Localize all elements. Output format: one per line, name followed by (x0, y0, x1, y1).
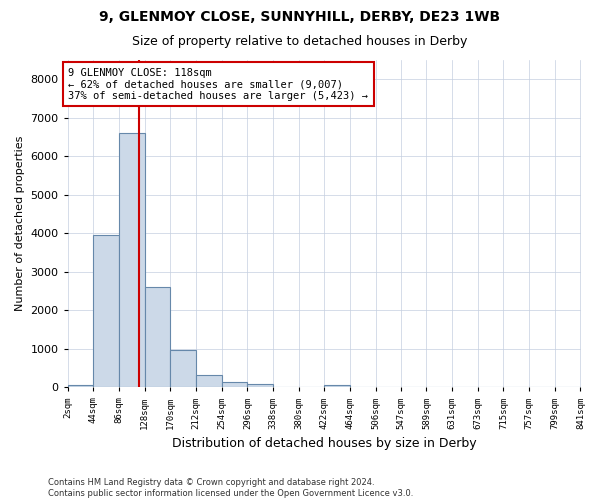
Bar (94, 235, 119, 388)
Bar (222, 382, 247, 388)
Bar (119, 133, 145, 388)
Text: 9 GLENMOY CLOSE: 118sqm
← 62% of detached houses are smaller (9,007)
37% of semi: 9 GLENMOY CLOSE: 118sqm ← 62% of detache… (68, 68, 368, 101)
Bar (145, 287, 170, 388)
Bar (196, 374, 222, 388)
Bar (170, 350, 196, 388)
Text: Size of property relative to detached houses in Derby: Size of property relative to detached ho… (133, 35, 467, 48)
Text: Contains HM Land Registry data © Crown copyright and database right 2024.
Contai: Contains HM Land Registry data © Crown c… (48, 478, 413, 498)
Text: 9, GLENMOY CLOSE, SUNNYHILL, DERBY, DE23 1WB: 9, GLENMOY CLOSE, SUNNYHILL, DERBY, DE23… (100, 10, 500, 24)
Bar (325, 384, 350, 388)
X-axis label: Distribution of detached houses by size in Derby: Distribution of detached houses by size … (172, 437, 476, 450)
Y-axis label: Number of detached properties: Number of detached properties (15, 136, 25, 312)
Bar (68, 385, 94, 388)
Bar (247, 384, 273, 388)
